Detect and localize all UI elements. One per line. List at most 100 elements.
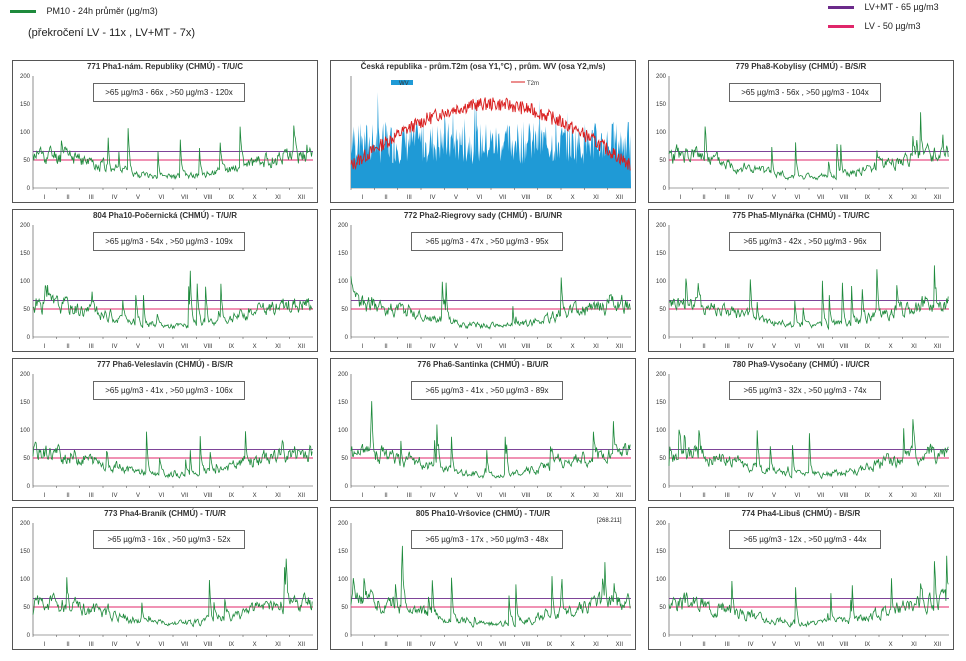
x-tick-label: IX bbox=[228, 642, 234, 648]
x-tick-label: IX bbox=[864, 195, 870, 201]
x-tick-label: XI bbox=[911, 195, 917, 201]
x-tick-label: XII bbox=[934, 344, 942, 350]
pm10-legend: PM10 - 24h průměr (µg/m3) bbox=[10, 6, 158, 16]
x-tick-label: VII bbox=[181, 493, 189, 499]
lv-swatch bbox=[828, 25, 854, 29]
y-tick-label: 100 bbox=[656, 130, 667, 136]
y-tick-label: 200 bbox=[20, 372, 31, 378]
x-tick-label: XII bbox=[616, 493, 624, 499]
exceedance-note: (překročení LV - 11x , LV+MT - 7x) bbox=[28, 27, 195, 39]
lvmt-label: LV+MT - 65 µg/m3 bbox=[864, 2, 939, 12]
x-tick-label: XI bbox=[911, 642, 917, 648]
y-tick-label: 100 bbox=[20, 279, 31, 285]
x-tick-label: X bbox=[571, 344, 575, 350]
x-tick-label: I bbox=[44, 493, 46, 499]
x-tick-label: I bbox=[680, 493, 682, 499]
x-tick-label: XI bbox=[275, 642, 281, 648]
x-tick-label: VIII bbox=[521, 493, 530, 499]
x-tick-label: XI bbox=[911, 493, 917, 499]
y-tick-label: 150 bbox=[338, 549, 349, 555]
x-tick-label: X bbox=[889, 344, 893, 350]
pm10-series bbox=[32, 125, 313, 180]
y-tick-label: 100 bbox=[656, 577, 667, 583]
panel-title: 772 Pha2-Riegrovy sady (CHMÚ) - B/U/NR bbox=[403, 211, 563, 220]
y-tick-label: 0 bbox=[27, 633, 31, 639]
x-tick-label: V bbox=[454, 642, 458, 648]
x-tick-label: I bbox=[44, 344, 46, 350]
x-tick-label: X bbox=[889, 493, 893, 499]
y-tick-label: 100 bbox=[656, 279, 667, 285]
x-tick-label: XII bbox=[298, 195, 306, 201]
x-tick-label: I bbox=[680, 344, 682, 350]
x-tick-label: IX bbox=[546, 344, 552, 350]
peak-label: [268.211] bbox=[597, 518, 622, 524]
x-tick-label: II bbox=[384, 344, 388, 350]
x-tick-label: VII bbox=[181, 642, 189, 648]
exceedance-box: >65 µg/m3 - 42x , >50 µg/m3 - 96x bbox=[729, 232, 881, 251]
x-tick-label: VI bbox=[794, 493, 800, 499]
x-tick-label: IX bbox=[864, 493, 870, 499]
y-tick-label: 0 bbox=[345, 633, 349, 639]
exceedance-box: >65 µg/m3 - 41x , >50 µg/m3 - 89x bbox=[411, 381, 563, 400]
x-tick-label: IV bbox=[430, 195, 436, 201]
wv-swatch bbox=[391, 80, 413, 85]
x-tick-label: I bbox=[44, 195, 46, 201]
x-tick-label: VII bbox=[817, 195, 825, 201]
x-tick-label: IV bbox=[112, 344, 118, 350]
x-tick-label: XII bbox=[298, 493, 306, 499]
x-tick-label: VII bbox=[499, 493, 507, 499]
weather-legend: WV T2m bbox=[391, 80, 539, 87]
x-tick-label: VIII bbox=[203, 195, 212, 201]
x-tick-label: IV bbox=[112, 642, 118, 648]
x-tick-label: XI bbox=[275, 195, 281, 201]
y-tick-label: 0 bbox=[345, 335, 349, 341]
y-tick-label: 200 bbox=[20, 521, 31, 527]
y-tick-label: 100 bbox=[338, 577, 349, 583]
x-tick-label: IV bbox=[748, 493, 754, 499]
x-tick-label: VIII bbox=[521, 642, 530, 648]
panel-title: 773 Pha4-Braník (CHMÚ) - T/U/R bbox=[104, 509, 226, 518]
panel-title: 804 Pha10-Počernická (CHMÚ) - T/U/R bbox=[92, 211, 238, 220]
y-tick-label: 50 bbox=[23, 307, 30, 313]
pm10-series bbox=[350, 276, 631, 330]
panel-title: 776 Pha6-Santinka (CHMÚ) - B/U/R bbox=[417, 360, 549, 369]
y-tick-label: 200 bbox=[656, 223, 667, 229]
y-tick-label: 200 bbox=[338, 521, 349, 527]
x-tick-label: II bbox=[66, 642, 70, 648]
y-tick-label: 50 bbox=[23, 158, 30, 164]
x-tick-label: IX bbox=[546, 642, 552, 648]
x-tick-label: XII bbox=[616, 642, 624, 648]
panel-11: 805 Pha10-Vršovice (CHMÚ) - T/U/R I II III I… bbox=[330, 507, 636, 650]
y-tick-label: 200 bbox=[656, 74, 667, 80]
x-tick-label: V bbox=[772, 195, 776, 201]
x-tick-label: VI bbox=[794, 195, 800, 201]
x-tick-label: VI bbox=[158, 493, 164, 499]
y-tick-label: 100 bbox=[338, 428, 349, 434]
x-tick-label: X bbox=[889, 195, 893, 201]
y-tick-label: 100 bbox=[20, 130, 31, 136]
x-tick-label: I bbox=[362, 493, 364, 499]
pm10-swatch bbox=[10, 10, 36, 14]
y-tick-label: 0 bbox=[345, 484, 349, 490]
y-tick-label: 200 bbox=[20, 74, 31, 80]
x-tick-label: X bbox=[253, 195, 257, 201]
x-tick-label: VIII bbox=[203, 344, 212, 350]
panel-8: 776 Pha6-Santinka (CHMÚ) - B/U/R I II III IV… bbox=[330, 358, 636, 501]
exceedance-box: >65 µg/m3 - 16x , >50 µg/m3 - 52x bbox=[93, 530, 245, 549]
x-tick-label: III bbox=[89, 493, 94, 499]
x-tick-label: VI bbox=[476, 642, 482, 648]
x-tick-label: VIII bbox=[521, 195, 530, 201]
y-tick-label: 100 bbox=[20, 428, 31, 434]
panel-title: 805 Pha10-Vršovice (CHMÚ) - T/U/R bbox=[415, 509, 551, 518]
x-tick-label: X bbox=[253, 642, 257, 648]
x-tick-label: II bbox=[66, 493, 70, 499]
y-tick-label: 0 bbox=[663, 484, 667, 490]
x-tick-label: V bbox=[454, 195, 458, 201]
exceedance-box: >65 µg/m3 - 54x , >50 µg/m3 - 109x bbox=[93, 232, 245, 251]
